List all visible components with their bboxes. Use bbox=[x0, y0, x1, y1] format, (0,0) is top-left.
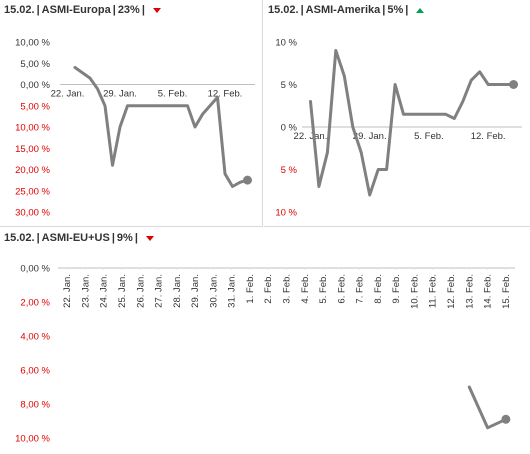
x-tick-label: 28. Jan. bbox=[172, 274, 183, 308]
y-tick-label: 5 % bbox=[281, 80, 298, 91]
chart-title: 15.02. | ASMI-Amerika | 5% | bbox=[268, 4, 425, 16]
series-line bbox=[309, 49, 515, 197]
x-tick-label: 24. Jan. bbox=[99, 274, 110, 308]
y-tick-label: 0 % bbox=[281, 123, 298, 134]
chart-svg: 0,00 % 2,00 % 4,00 % 6,00 % 8,00 % 10,00 % 22.… bbox=[15, 264, 515, 445]
title-name: ASMI-Europa bbox=[41, 4, 111, 16]
x-tick-label: 4. Feb. bbox=[300, 274, 311, 304]
x-tick-label: 11. Feb. bbox=[428, 274, 439, 308]
title-name: ASMI-Amerika bbox=[305, 4, 381, 16]
series-line bbox=[73, 66, 249, 188]
title-percent: 5% bbox=[387, 4, 404, 16]
y-tick-label: 10,00 % bbox=[15, 434, 50, 445]
y-tick-label: 10,00 % bbox=[15, 123, 50, 134]
y-tick-label: 8,00 % bbox=[20, 400, 50, 411]
title-date: 15.02. bbox=[268, 4, 299, 16]
last-point-marker bbox=[243, 175, 252, 185]
y-tick-label: 10 % bbox=[275, 208, 297, 219]
y-tick-label: 30,00 % bbox=[15, 208, 50, 219]
x-tick-label: 23. Jan. bbox=[80, 274, 91, 308]
x-tick-label: 5. Feb. bbox=[414, 131, 444, 142]
x-tick-label: 5. Feb. bbox=[318, 274, 329, 304]
chart-panel-asmi-eu-us: 15.02. | ASMI-EU+US | 9% | 0,00 % 2,00 % 4,00 %… bbox=[0, 228, 530, 454]
x-tick-label: 30. Jan. bbox=[208, 274, 219, 308]
x-tick-label: 22. Jan. bbox=[51, 89, 85, 100]
x-tick-label: 25. Jan. bbox=[117, 274, 128, 308]
chart-panel-asmi-europa: 15.02. | ASMI-Europa | 23% | 10,00 % 5,00 % 0,0… bbox=[0, 0, 263, 227]
x-tick-label: 22. Jan. bbox=[294, 131, 328, 142]
chart-svg: 10 % 5 % 0 % 5 % 10 % 22. Jan. 29. Jan. 5. Feb.… bbox=[275, 38, 522, 219]
x-tick-label: 7. Feb. bbox=[355, 274, 366, 304]
y-tick-label: 2,00 % bbox=[20, 298, 50, 309]
x-tick-label: 29. Jan. bbox=[190, 274, 201, 308]
title-date: 15.02. bbox=[4, 232, 35, 244]
y-tick-label: 10,00 % bbox=[15, 38, 50, 49]
x-tick-label: 13. Feb. bbox=[464, 274, 475, 309]
x-tick-label: 29. Jan. bbox=[103, 89, 137, 100]
trend-down-icon bbox=[152, 7, 161, 13]
y-tick-label: 4,00 % bbox=[20, 332, 50, 343]
chart-title: 15.02. | ASMI-Europa | 23% | bbox=[4, 4, 161, 16]
y-tick-label: 0,00 % bbox=[20, 80, 50, 91]
y-tick-label: 10 % bbox=[275, 38, 297, 49]
series-line bbox=[467, 385, 508, 430]
x-tick-label: 29. Jan. bbox=[353, 131, 387, 142]
title-percent: 9% bbox=[116, 232, 133, 244]
title-percent: 23% bbox=[117, 4, 140, 16]
x-tick-label: 15. Feb. bbox=[501, 274, 512, 309]
x-tick-label: 9. Feb. bbox=[391, 274, 402, 304]
chart-panel-asmi-amerika: 15.02. | ASMI-Amerika | 5% | 10 % 5 % 0 % 5 % 10 … bbox=[264, 0, 530, 227]
y-tick-label: 20,00 % bbox=[15, 165, 50, 176]
title-date: 15.02. bbox=[4, 4, 35, 16]
y-tick-label: 5,00 % bbox=[20, 101, 50, 112]
x-tick-label: 6. Feb. bbox=[336, 274, 347, 304]
y-tick-label: 25,00 % bbox=[15, 186, 50, 197]
title-name: ASMI-EU+US bbox=[41, 232, 110, 244]
x-tick-label: 10. Feb. bbox=[409, 274, 420, 309]
x-tick-label: 27. Jan. bbox=[154, 274, 165, 308]
x-tick-label: 3. Feb. bbox=[282, 274, 293, 304]
x-tick-label: 2. Feb. bbox=[263, 274, 274, 304]
y-tick-label: 5 % bbox=[281, 165, 298, 176]
y-tick-label: 6,00 % bbox=[20, 366, 50, 377]
x-tick-label: 31. Jan. bbox=[227, 274, 238, 308]
last-point-marker bbox=[501, 414, 511, 424]
x-tick-label: 12. Feb. bbox=[446, 274, 457, 309]
x-tick-label: 5. Feb. bbox=[158, 89, 188, 100]
x-tick-label: 12. Feb. bbox=[471, 131, 506, 142]
x-tick-label: 1. Feb. bbox=[245, 274, 256, 304]
trend-up-icon bbox=[416, 7, 425, 13]
last-point-marker bbox=[509, 80, 519, 89]
x-tick-label: 22. Jan. bbox=[62, 274, 73, 308]
x-tick-label: 12. Feb. bbox=[208, 89, 243, 100]
x-tick-label: 8. Feb. bbox=[373, 274, 384, 304]
trend-down-icon bbox=[145, 235, 154, 241]
y-tick-label: 5,00 % bbox=[20, 59, 50, 70]
x-tick-label: 14. Feb. bbox=[483, 274, 494, 309]
chart-title: 15.02. | ASMI-EU+US | 9% | bbox=[4, 232, 154, 244]
y-tick-label: 0,00 % bbox=[20, 264, 50, 275]
y-tick-label: 15,00 % bbox=[15, 144, 50, 155]
x-tick-label: 26. Jan. bbox=[135, 274, 146, 308]
chart-svg: 10,00 % 5,00 % 0,00 % 5,00 % 10,00 % 15,00 % 2… bbox=[15, 38, 255, 219]
